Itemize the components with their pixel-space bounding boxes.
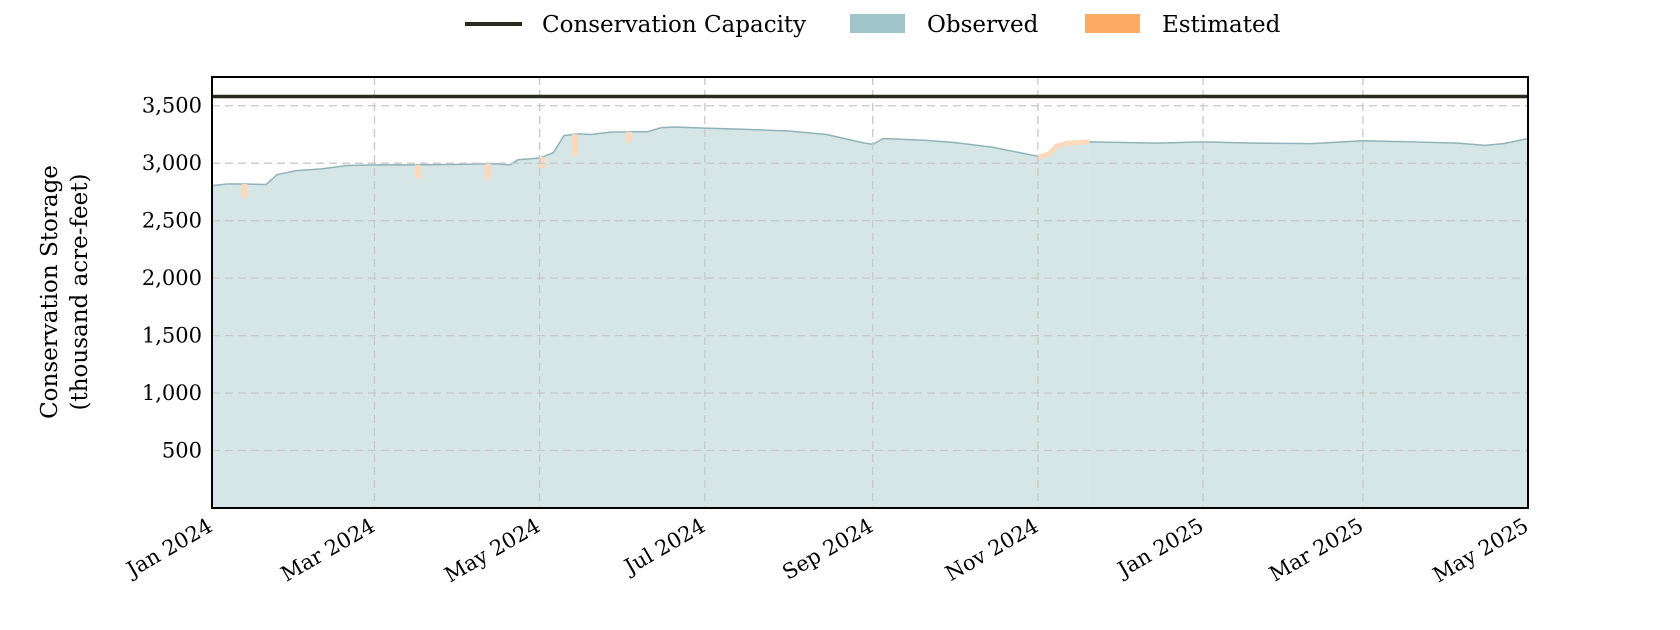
x-tick-label-0: Jan 2024 bbox=[121, 514, 217, 583]
y-tick-label-5: 3,000 bbox=[142, 151, 202, 175]
y-tick-label-2: 1,500 bbox=[142, 324, 202, 348]
estimated-dip-2 bbox=[485, 163, 492, 180]
y-tick-label-1: 1,000 bbox=[142, 381, 202, 405]
y-tick-label-6: 3,500 bbox=[142, 94, 202, 118]
estimated-dip-5 bbox=[626, 131, 633, 143]
x-tick-label-1: Mar 2024 bbox=[277, 514, 379, 587]
legend-capacity-label: Conservation Capacity bbox=[542, 12, 806, 38]
estimated-segment bbox=[1037, 139, 1090, 160]
x-tick-label-2: May 2024 bbox=[440, 514, 544, 588]
plot-frame bbox=[211, 76, 1529, 509]
y-tick-label-3: 2,000 bbox=[142, 266, 202, 290]
legend-estimated-swatch bbox=[1085, 14, 1140, 33]
estimated-dip-3 bbox=[539, 156, 546, 168]
x-tick-label-6: Jan 2025 bbox=[1112, 514, 1208, 583]
x-tick-label-5: Nov 2024 bbox=[941, 514, 1042, 586]
estimated-dip-1 bbox=[414, 164, 421, 179]
y-tick-label-4: 2,500 bbox=[142, 209, 202, 233]
legend: Conservation Capacity Observed Estimated bbox=[465, 12, 1281, 38]
legend-estimated-label: Estimated bbox=[1162, 12, 1281, 38]
y-tick-label-0: 500 bbox=[162, 439, 202, 463]
estimated-dip-0 bbox=[241, 184, 248, 198]
observed-line bbox=[211, 126, 1039, 187]
observed-area bbox=[212, 126, 1038, 508]
observed-area-late bbox=[1089, 138, 1528, 509]
grid bbox=[212, 77, 1528, 508]
estimated-dip-4 bbox=[571, 134, 578, 157]
legend-observed-swatch bbox=[850, 14, 905, 33]
x-tick-label-7: Mar 2025 bbox=[1265, 514, 1367, 587]
x-tick-label-3: Jul 2024 bbox=[619, 514, 710, 580]
y-axis-title: Conservation Storage (thousand acre-feet… bbox=[37, 165, 93, 419]
observed-line-late bbox=[1089, 137, 1529, 147]
legend-observed-label: Observed bbox=[927, 12, 1039, 38]
y-axis-title-line2: (thousand acre-feet) bbox=[67, 174, 93, 411]
x-tick-label-8: May 2025 bbox=[1429, 514, 1533, 588]
estimated-area-base bbox=[1037, 141, 1090, 509]
plot-area: 500 1,000 1,500 2,000 2,500 3,000 3,500 Jan 202… bbox=[121, 76, 1533, 588]
y-axis-title-line1: Conservation Storage bbox=[37, 165, 63, 419]
x-tick-label-4: Sep 2024 bbox=[778, 514, 877, 585]
